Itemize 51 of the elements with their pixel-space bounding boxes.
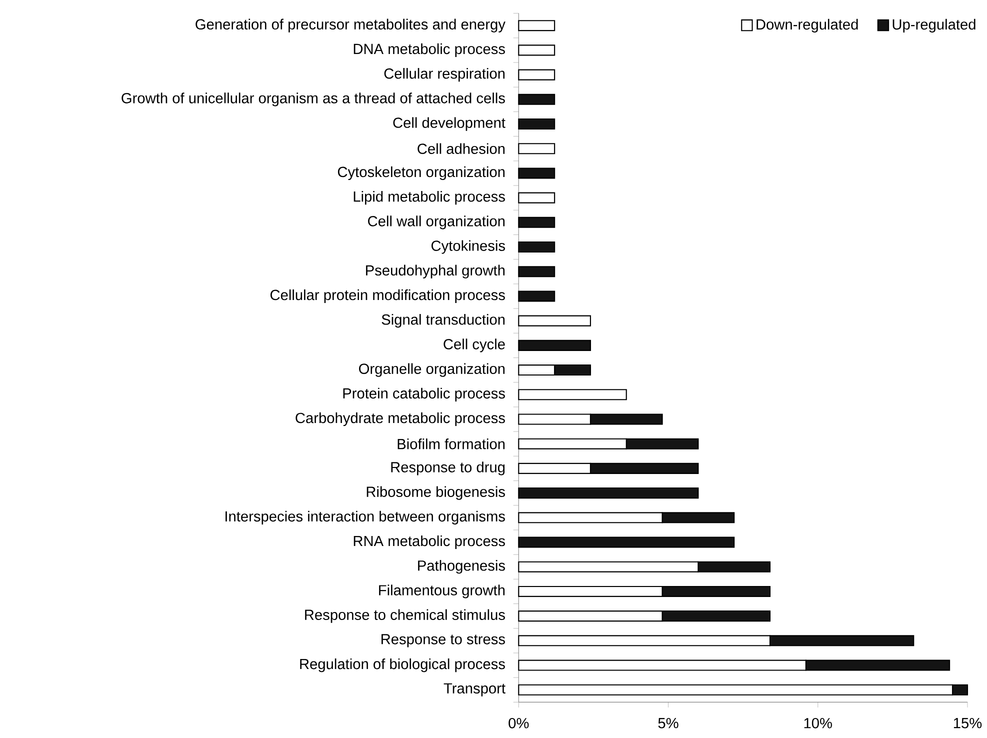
y-tick-label: RNA metabolic process (354, 535, 505, 550)
y-tick-label: Filamentous growth (379, 584, 505, 598)
bar (518, 536, 735, 548)
y-tick-label: Cellular respiration (384, 68, 505, 82)
x-tick-label: 10% (804, 718, 832, 728)
x-tick-label: 15% (954, 718, 982, 728)
y-tick-label: Response to chemical stimulus (305, 609, 505, 623)
bar (518, 118, 556, 130)
legend-label: Up-regulated (892, 18, 976, 32)
y-tick-label: Organelle organization (359, 363, 505, 377)
bar (518, 192, 556, 204)
y-tick-label: Transport (444, 683, 506, 696)
y-tick-label: Cell development (393, 117, 506, 131)
y-tick-label: DNA metabolic process (354, 43, 505, 57)
y-tick-label: Cytoskeleton organization (338, 166, 505, 180)
bar (518, 315, 592, 326)
y-tick-label: Signal transduction (382, 314, 505, 328)
bar (518, 20, 556, 32)
bar (518, 94, 556, 105)
bar (518, 266, 556, 278)
y-tick-label: Cytokinesis (431, 240, 505, 254)
y-tick-label: Cell wall organization (368, 216, 505, 230)
y-tick-label: Generation of precursor metabolites and energy (196, 18, 506, 32)
y-tick-label: Biofilm formation (398, 438, 505, 450)
y-tick-label: Cellular protein modification process (270, 289, 505, 303)
bar (518, 389, 627, 400)
bar (518, 69, 556, 80)
x-tick-label: 5% (658, 718, 678, 728)
y-tick-label: Cell adhesion (418, 143, 505, 154)
y-tick-label: Regulation of biological process (300, 658, 505, 672)
y-tick-label: Lipid metabolic process (354, 190, 505, 205)
y-tick-label: Pseudohyphal growth (366, 264, 505, 278)
y-tick-label: Interspecies interaction between organisms (226, 510, 505, 524)
y-tick-label: Response to stress (382, 634, 505, 648)
bar (518, 143, 556, 154)
y-tick-label: Protein catabolic process (343, 388, 505, 402)
bar (518, 340, 592, 351)
bar (518, 290, 556, 302)
y-tick-label: Growth of unicellular organism as a thread of attached cells (122, 92, 505, 106)
y-tick-label: Ribosome biogenesis (366, 486, 505, 500)
legend-label: Down-regulated (756, 18, 858, 32)
bar (518, 168, 556, 179)
y-tick-label: Cell cycle (444, 338, 505, 352)
x-tick-label: 0% (508, 718, 529, 728)
bar (518, 487, 699, 499)
bar (518, 216, 556, 228)
bar (518, 241, 556, 253)
y-tick-label: Response to drug (391, 462, 505, 476)
y-tick-label: Carbohydrate metabolic process (296, 412, 505, 426)
bar (518, 44, 556, 56)
y-tick-label: Pathogenesis (418, 560, 505, 574)
